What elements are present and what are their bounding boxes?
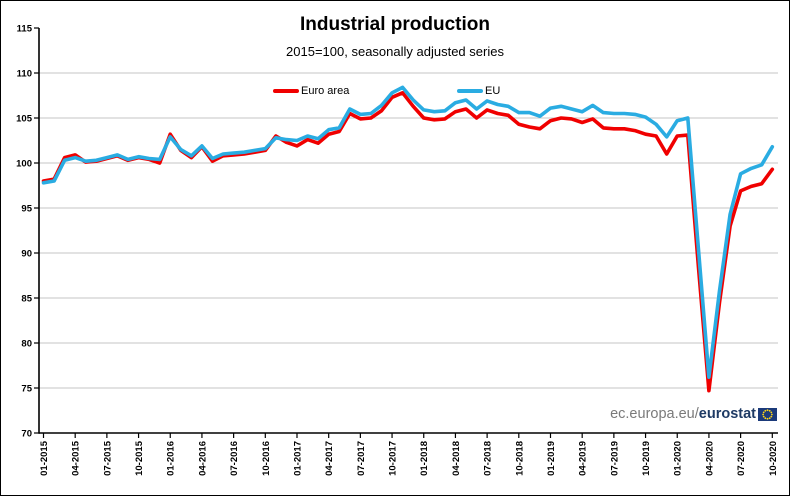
page-title: Industrial production: [300, 14, 490, 35]
y-tick-label: 85: [21, 294, 32, 305]
y-tick-label: 90: [21, 249, 32, 260]
x-tick-label: 10-2020: [768, 441, 779, 476]
x-tick-label: 01-2015: [39, 440, 50, 476]
logo-url-prefix: ec.europa.eu/: [610, 406, 699, 422]
legend-item-euro-area: Euro area: [273, 85, 349, 97]
x-tick-label: 10-2016: [261, 441, 272, 476]
legend-label-euro-area: Euro area: [301, 85, 350, 97]
x-tick-label: 07-2020: [736, 441, 747, 476]
x-tick-label: 01-2017: [292, 441, 303, 476]
x-tick-label: 01-2018: [419, 441, 430, 476]
eurostat-logo: ec.europa.eu/eurostat: [610, 404, 777, 424]
x-tick-label: 04-2020: [704, 441, 715, 476]
legend-label-eu: EU: [485, 85, 501, 97]
legend-item-eu: EU: [457, 85, 500, 97]
x-tick-label: 07-2017: [356, 441, 367, 476]
y-tick-label: 75: [21, 384, 32, 395]
x-tick-label: 10-2015: [134, 440, 145, 476]
y-tick-label: 100: [16, 159, 32, 170]
eu-line-swatch-icon: [457, 89, 483, 93]
x-tick-label: 10-2017: [388, 441, 399, 476]
series-line-eu: [41, 85, 775, 380]
x-tick-label: 07-2018: [483, 441, 494, 476]
x-tick-label: 10-2018: [514, 441, 525, 476]
x-tick-label: 01-2019: [546, 441, 557, 476]
x-tick-label: 04-2016: [197, 441, 208, 476]
y-tick-label: 80: [21, 339, 32, 350]
x-tick-label: 04-2015: [71, 440, 82, 476]
eu-flag-icon: [758, 407, 777, 421]
y-tick-label: 110: [17, 69, 32, 80]
x-tick-label: 01-2016: [166, 441, 177, 476]
x-tick-label: 10-2019: [641, 441, 652, 476]
x-tick-label: 04-2019: [578, 441, 589, 476]
y-tick-label: 95: [21, 204, 32, 215]
x-tick-label: 04-2017: [324, 441, 335, 476]
logo-url-bold: eurostat: [698, 406, 756, 422]
euro-area-line-swatch-icon: [273, 89, 299, 93]
y-tick-label: 70: [21, 429, 32, 440]
chart-subtitle: 2015=100, seasonally adjusted series: [286, 44, 504, 59]
x-tick-label: 07-2015: [102, 440, 113, 476]
x-tick-label: 07-2019: [609, 441, 620, 476]
y-tick-label: 105: [16, 114, 33, 125]
series-line-euro-area: [41, 91, 775, 393]
x-tick-label: 01-2020: [673, 441, 684, 476]
x-tick-label: 04-2018: [451, 441, 462, 476]
y-tick-label: 115: [17, 24, 33, 35]
x-tick-label: 07-2016: [229, 441, 240, 476]
